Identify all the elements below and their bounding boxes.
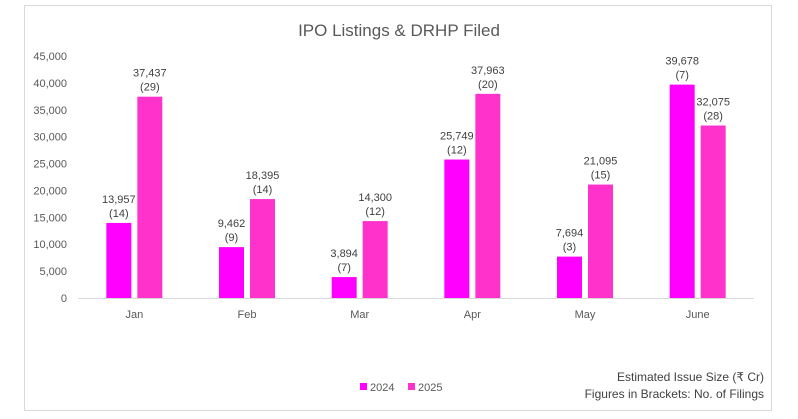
y-tick-label: 40,000 [33,78,67,90]
bars: 13,957 (14) 37,437 (29) 9,462 (9) 18,395 (14) 3,… [102,56,730,299]
data-label-value: 3,894 [330,248,358,260]
y-tick-label: 45,000 [33,51,67,63]
data-label-value: 13,957 [102,194,136,206]
bar-2024-june [669,84,695,298]
data-label-value: 37,437 [133,68,167,80]
y-tick-label: 35,000 [33,105,67,117]
y-tick-label: 0 [61,293,67,305]
bar-2025-mar [362,221,388,298]
chart-title: IPO Listings & DRHP Filed [298,21,500,40]
legend-swatch-2025 [408,383,415,390]
bar-2025-apr [475,93,501,299]
data-label-value: 9,462 [218,218,246,230]
data-label-filings: (29) [140,82,160,94]
y-tick-label: 15,000 [33,212,67,224]
data-label-value: 32,075 [696,97,730,109]
bar-2025-jan [137,96,163,298]
x-tick-label: Apr [464,309,481,321]
bar-2024-mar [331,277,357,298]
bar-2024-may [557,256,582,298]
issue-size-note: Estimated Issue Size (₹ Cr) [617,370,764,384]
data-label-filings: (9) [225,232,238,244]
x-tick-label: Jan [125,309,143,321]
bar-2025-feb [250,199,275,298]
bar-2024-apr [444,159,470,298]
data-label-filings: (3) [563,242,576,254]
filings-note: Figures in Brackets: No. of Filings [585,387,764,401]
data-label-filings: (7) [675,70,688,82]
bar-2025-june [700,125,726,298]
data-label-filings: (15) [591,170,611,182]
legend-label-2025: 2025 [418,382,442,394]
legend: 2024 2025 [360,382,442,394]
y-tick-label: 5,000 [39,266,67,278]
data-label-value: 18,395 [246,170,280,182]
data-label-value: 7,694 [556,228,584,240]
data-label-filings: (12) [447,145,467,157]
data-label-value: 39,678 [665,56,699,68]
legend-swatch-2024 [360,383,367,390]
data-label-value: 14,300 [358,192,392,204]
data-label-value: 37,963 [471,65,505,77]
x-tick-label: June [686,309,710,321]
y-tick-label: 30,000 [33,132,67,144]
data-label-filings: (20) [478,79,498,91]
bar-2025-may [588,184,613,298]
y-tick-label: 25,000 [33,159,67,171]
bar-2024-jan [106,222,132,298]
y-tick-label: 10,000 [33,239,67,251]
data-label-filings: (14) [109,208,129,220]
data-label-filings: (14) [253,184,273,196]
x-axis: Jan Feb Mar Apr May June [78,298,754,321]
data-label-filings: (12) [365,206,385,218]
x-tick-label: Mar [350,309,369,321]
y-tick-label: 20,000 [33,185,67,197]
data-label-value: 21,095 [584,156,618,168]
legend-label-2024: 2024 [370,382,394,394]
x-tick-label: May [575,309,596,321]
data-label-filings: (28) [703,111,723,123]
y-axis: 0 5,000 10,000 15,000 20,000 25,000 30,000 35,0… [33,51,67,305]
bar-2024-feb [219,247,244,298]
data-label-value: 25,749 [440,131,474,143]
data-label-filings: (7) [337,262,350,274]
x-tick-label: Feb [238,309,257,321]
